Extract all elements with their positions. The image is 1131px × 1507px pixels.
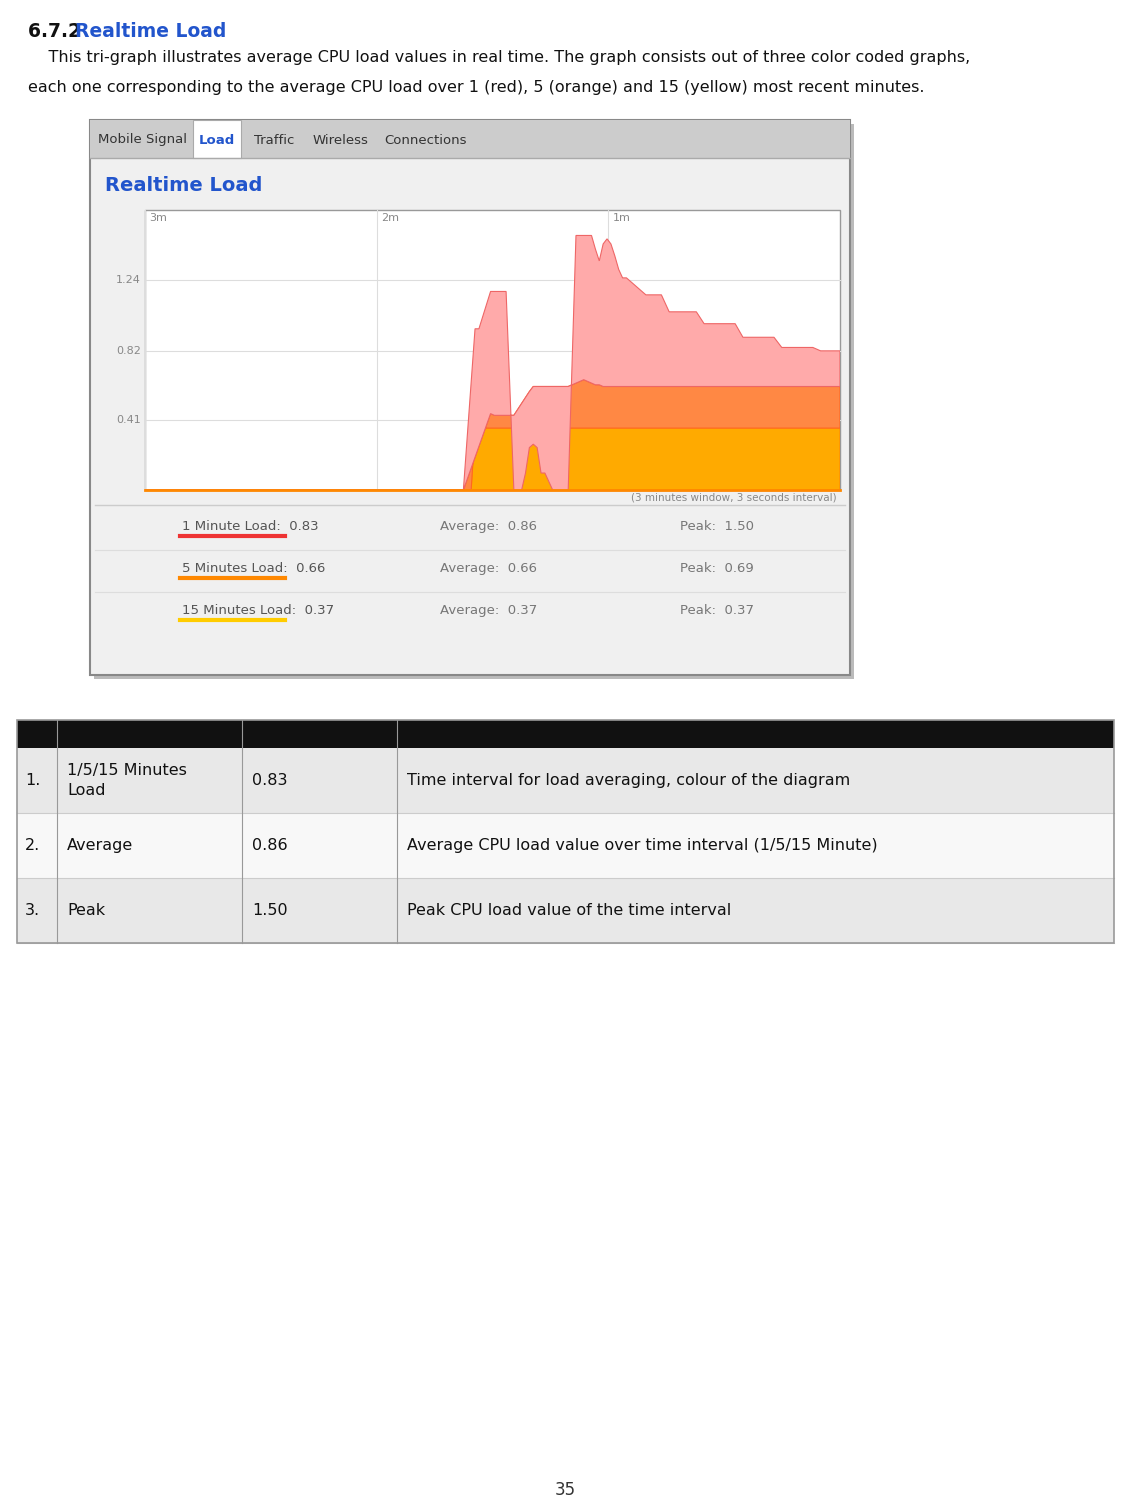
Text: 5 Minutes Load:  0.66: 5 Minutes Load: 0.66 bbox=[182, 562, 326, 576]
Bar bbox=[17, 720, 1114, 747]
Text: each one corresponding to the average CPU load over 1 (red), 5 (orange) and 15 (: each one corresponding to the average CP… bbox=[28, 80, 924, 95]
Text: 3m: 3m bbox=[149, 212, 167, 223]
Bar bbox=[193, 121, 241, 158]
Text: Peak:  1.50: Peak: 1.50 bbox=[680, 520, 754, 533]
Polygon shape bbox=[145, 235, 840, 490]
Text: Wireless: Wireless bbox=[312, 134, 369, 146]
Text: 0.83: 0.83 bbox=[252, 773, 287, 788]
Text: Connections: Connections bbox=[385, 134, 467, 146]
Text: Realtime Load: Realtime Load bbox=[105, 176, 262, 194]
Text: 1.50: 1.50 bbox=[252, 903, 287, 918]
Text: Average CPU load value over time interval (1/5/15 Minute): Average CPU load value over time interva… bbox=[407, 838, 878, 853]
Text: 1m: 1m bbox=[612, 212, 630, 223]
Text: Peak:  0.37: Peak: 0.37 bbox=[680, 604, 754, 616]
Text: 1 Minute Load:  0.83: 1 Minute Load: 0.83 bbox=[182, 520, 319, 533]
Text: 3.: 3. bbox=[25, 903, 40, 918]
Text: 15 Minutes Load:  0.37: 15 Minutes Load: 0.37 bbox=[182, 604, 334, 616]
Bar bbox=[17, 747, 1114, 812]
Text: Load: Load bbox=[199, 134, 235, 146]
Text: 1.24: 1.24 bbox=[116, 274, 141, 285]
Text: Average: Average bbox=[67, 838, 133, 853]
Text: Realtime Load: Realtime Load bbox=[75, 23, 226, 41]
Text: 0.86: 0.86 bbox=[252, 838, 287, 853]
Text: (3 minutes window, 3 seconds interval): (3 minutes window, 3 seconds interval) bbox=[631, 493, 837, 503]
Text: 6.7.2: 6.7.2 bbox=[28, 23, 94, 41]
Bar bbox=[17, 879, 1114, 943]
Text: 2.: 2. bbox=[25, 838, 41, 853]
Text: Peak:  0.69: Peak: 0.69 bbox=[680, 562, 753, 576]
Text: Average:  0.86: Average: 0.86 bbox=[440, 520, 537, 533]
Text: Peak CPU load value of the time interval: Peak CPU load value of the time interval bbox=[407, 903, 732, 918]
Text: 35: 35 bbox=[555, 1481, 576, 1499]
Text: 0.82: 0.82 bbox=[116, 345, 141, 356]
Text: Traffic: Traffic bbox=[253, 134, 294, 146]
Text: 2m: 2m bbox=[381, 212, 398, 223]
Bar bbox=[145, 209, 840, 490]
Text: Time interval for load averaging, colour of the diagram: Time interval for load averaging, colour… bbox=[407, 773, 851, 788]
Text: This tri-graph illustrates average CPU load values in real time. The graph consi: This tri-graph illustrates average CPU l… bbox=[28, 50, 970, 65]
Bar bbox=[17, 720, 1114, 943]
Bar bbox=[90, 121, 851, 158]
Text: 0.41: 0.41 bbox=[116, 416, 141, 425]
Polygon shape bbox=[145, 428, 840, 490]
Bar bbox=[17, 812, 1114, 879]
Text: 1/5/15 Minutes
Load: 1/5/15 Minutes Load bbox=[67, 763, 187, 797]
Bar bbox=[94, 124, 854, 680]
Text: Average:  0.66: Average: 0.66 bbox=[440, 562, 537, 576]
Text: 1.: 1. bbox=[25, 773, 41, 788]
Text: Peak: Peak bbox=[67, 903, 105, 918]
Polygon shape bbox=[145, 380, 840, 490]
Bar bbox=[90, 121, 851, 675]
Text: Mobile Signal: Mobile Signal bbox=[98, 134, 187, 146]
Text: Average:  0.37: Average: 0.37 bbox=[440, 604, 537, 616]
